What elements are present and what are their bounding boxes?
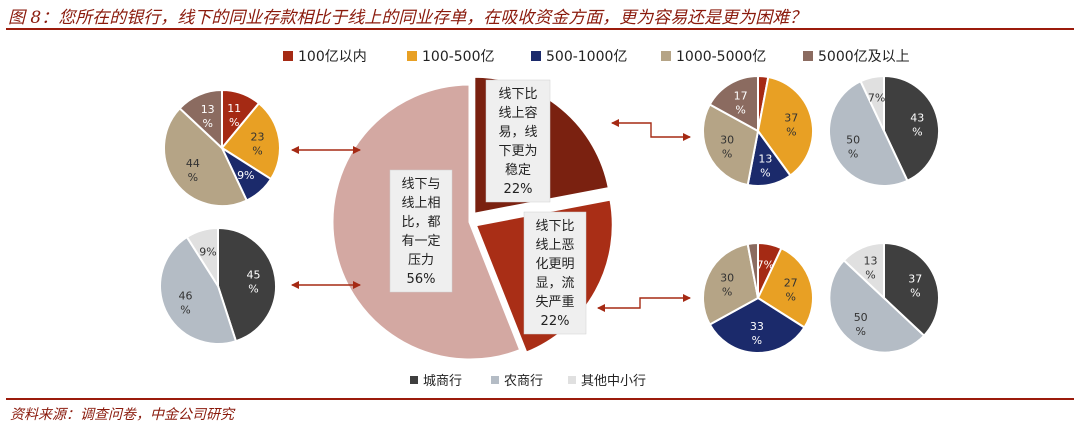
type-legend-item-1: 城商行 xyxy=(410,374,462,389)
harder-by-size-label-1: 7% xyxy=(757,259,774,272)
type-legend-item-2: 农商行 xyxy=(491,374,543,389)
legend-label: 1000-5000亿 xyxy=(676,49,766,65)
type-legend: 城商行 农商行 其他中小行 xyxy=(410,374,646,389)
pressure-by-size-label-3: 9% xyxy=(237,169,254,182)
legend-swatch xyxy=(531,51,541,61)
easier-by-type-slice-1 xyxy=(883,74,940,183)
pressure-by-type-slice-1 xyxy=(217,226,277,343)
pressure-by-size-slice-2 xyxy=(220,101,281,181)
easier-by-size-slice-2 xyxy=(756,75,814,177)
easier-by-type-pie: 43 % 50 % 7% xyxy=(827,74,940,188)
harder-by-type-slice-2 xyxy=(828,258,926,354)
callout-text: 线下与线上相比，都有一定压力 56% xyxy=(401,177,440,287)
easier-by-size-slice-4 xyxy=(702,103,760,187)
pressure-by-size-pie: 11 % 23 % 9% 44 % 13% xyxy=(163,88,281,207)
easier-by-size-pie: 37 % 13 % 30 % 17% xyxy=(702,74,814,187)
harder-by-size-slice-5 xyxy=(746,241,759,299)
pressure-by-size-label-5: 13% xyxy=(201,103,215,130)
size-legend-item-1: 100亿以内 xyxy=(283,49,367,65)
easier-by-type-slice-2 xyxy=(827,79,909,188)
pressure-by-size-slice-4 xyxy=(163,106,249,207)
main-slice-callout-1: 线下比线上容易，线下更为稳定 22% xyxy=(485,79,551,203)
size-legend: 100亿以内 100-500亿 500-1000亿 1000-5000亿 5000亿及以… xyxy=(283,49,910,65)
callout-text: 线下比线上容易，线下更为稳定 22% xyxy=(498,87,537,197)
connector-arrows xyxy=(291,119,691,312)
harder-by-type-slice-1 xyxy=(883,241,940,338)
legend-label: 100-500亿 xyxy=(422,49,495,65)
easier-by-type-label-2: 50% xyxy=(846,134,860,161)
easier-by-size-slice-5 xyxy=(708,74,759,133)
legend-swatch xyxy=(407,51,417,61)
harder-by-size-pie: 7% 27 % 33 % 30% xyxy=(702,241,814,354)
legend-label: 农商行 xyxy=(504,374,543,389)
harder-by-type-pie: 37 % 50 % 13% xyxy=(828,241,940,354)
pressure-by-type-label-2: 46% xyxy=(179,289,193,316)
harder-by-size-label-3: 33% xyxy=(750,320,764,347)
harder-by-size-label-4: 30% xyxy=(720,272,734,299)
easier-by-size-label-3: 13% xyxy=(758,152,772,179)
pressure-by-type-slice-3 xyxy=(185,226,219,290)
harder-by-type-label-2: 50% xyxy=(854,311,868,338)
legend-swatch xyxy=(491,376,499,384)
easier-by-type-slice-3 xyxy=(859,74,885,132)
footer-divider xyxy=(6,398,1074,400)
pressure-by-type-label-3: 9% xyxy=(199,246,216,259)
legend-swatch xyxy=(661,51,671,61)
type-legend-item-3: 其他中小行 xyxy=(568,374,646,389)
chart-title: 图 8：您所在的银行，线下的同业存款相比于线上的同业存单，在吸收资金方面，更为容… xyxy=(8,8,807,28)
harder-by-size-slice-2 xyxy=(756,246,814,329)
legend-swatch xyxy=(568,376,576,384)
harder-by-type-label-1: 37% xyxy=(908,273,922,300)
pressure-by-type-pie: 45 % 46 % 9% xyxy=(159,226,277,345)
easier-by-size-label-4: 30% xyxy=(720,134,734,161)
callout-text: 线下比线上恶化更明显，流失严重 22% xyxy=(535,219,574,329)
legend-label: 100亿以内 xyxy=(298,49,367,65)
legend-label: 城商行 xyxy=(423,374,462,389)
main-pie-labels: 线下比线上容易，线下更为稳定 22% 线下比线上恶化更明显，流失严重 22% 线下与线上… xyxy=(389,79,587,335)
callout-box xyxy=(485,79,551,203)
pressure-by-type-label-1: 45% xyxy=(247,268,261,295)
callout-box xyxy=(389,169,453,293)
pressure-by-size-slice-5 xyxy=(178,88,223,151)
easier-by-size-label-5: 17% xyxy=(734,90,748,117)
legend-label: 500-1000亿 xyxy=(546,49,627,65)
callout-box xyxy=(523,211,587,335)
size-legend-item-3: 500-1000亿 xyxy=(531,49,627,65)
legend-swatch xyxy=(410,376,418,384)
legend-label: 5000亿及以上 xyxy=(818,49,910,65)
size-legend-item-5: 5000亿及以上 xyxy=(803,49,910,65)
title-divider xyxy=(6,28,1074,30)
harder-by-size-label-2: 27% xyxy=(784,277,798,304)
pressure-by-type-slice-2 xyxy=(159,235,238,345)
easier-by-type-label-3: 7% xyxy=(868,92,885,105)
pressure-by-size-label-4: 44% xyxy=(186,157,200,184)
harder-by-size-slice-4 xyxy=(702,242,760,326)
harder-by-type-slice-3 xyxy=(842,241,885,301)
size-legend-item-2: 100-500亿 xyxy=(407,49,495,65)
arrow-to-easier xyxy=(611,119,691,141)
legend-swatch xyxy=(283,51,293,61)
easier-by-size-label-2: 37% xyxy=(784,112,798,139)
legend-label: 其他中小行 xyxy=(581,374,646,389)
pressure-by-size-label-1: 11% xyxy=(227,102,241,129)
size-legend-item-4: 1000-5000亿 xyxy=(661,49,766,65)
legend-swatch xyxy=(803,51,813,61)
source-note: 资料来源：调查问卷，中金公司研究 xyxy=(10,407,234,423)
arrow-to-harder xyxy=(597,294,691,312)
easier-by-type-label-1: 43% xyxy=(910,112,924,139)
main-slice-callout-3: 线下与线上相比，都有一定压力 56% xyxy=(389,169,453,293)
pressure-by-size-label-2: 23% xyxy=(251,130,265,157)
harder-by-type-label-3: 13% xyxy=(864,255,878,282)
main-slice-callout-2: 线下比线上恶化更明显，流失严重 22% xyxy=(523,211,587,335)
